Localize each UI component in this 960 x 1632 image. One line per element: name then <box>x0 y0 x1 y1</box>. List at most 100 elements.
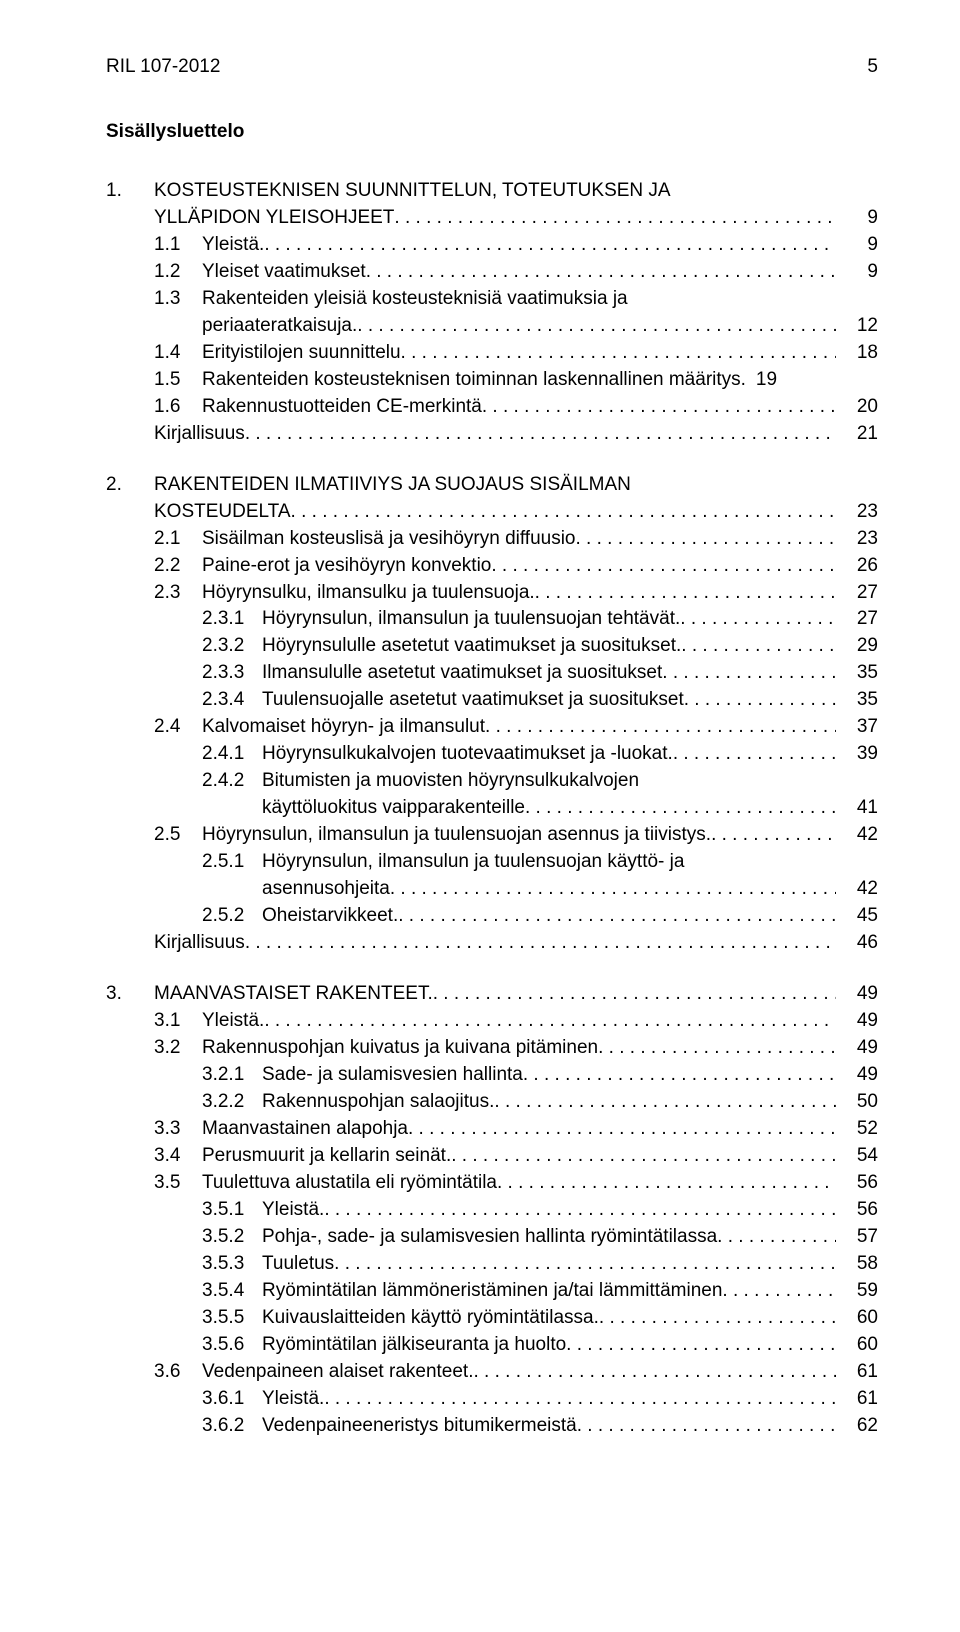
toc-leader <box>245 930 836 957</box>
toc-row: 1.5Rakenteiden kosteusteknisen toiminnan… <box>106 367 878 394</box>
toc-num: 2.4.2 <box>202 768 262 795</box>
toc-label: Rakenteiden yleisiä kosteusteknisiä vaat… <box>202 286 628 313</box>
toc-label: Tuuletus <box>262 1251 334 1278</box>
toc-leader <box>684 687 836 714</box>
toc-num: 1.3 <box>154 286 202 313</box>
toc-num: 3.6.2 <box>202 1413 262 1440</box>
toc-row: 3.5.1Yleistä.56 <box>106 1197 878 1224</box>
toc-row: 2.5Höyrynsulun, ilmansulun ja tuulensuoj… <box>106 822 878 849</box>
toc-row: 2.3.1Höyrynsulun, ilmansulun ja tuulensu… <box>106 606 878 633</box>
toc-leader <box>264 1008 836 1035</box>
toc-leader <box>482 394 836 421</box>
toc-leader <box>398 903 836 930</box>
toc-row: 3.5.4Ryömintätilan lämmöneristäminen ja/… <box>106 1278 878 1305</box>
page-header: RIL 107-2012 5 <box>106 54 878 81</box>
toc-num: 2. <box>106 472 154 499</box>
toc-leader <box>390 876 836 903</box>
toc-page: 61 <box>836 1386 878 1413</box>
toc-leader <box>576 526 837 553</box>
toc-num: 1.2 <box>154 259 202 286</box>
toc-row: 2.3.3Ilmansululle asetetut vaatimukset j… <box>106 660 878 687</box>
toc-num: 2.4.1 <box>202 741 262 768</box>
toc-label: Paine-erot ja vesihöyryn konvektio <box>202 553 491 580</box>
toc-page: 49 <box>836 1035 878 1062</box>
toc-row: 3.3Maanvastainen alapohja 52 <box>106 1116 878 1143</box>
toc-leader <box>722 1278 836 1305</box>
toc-gap <box>106 957 878 981</box>
toc-label: Vedenpaineen alaiset rakenteet. <box>202 1359 474 1386</box>
table-of-contents: 1.KOSTEUSTEKNISEN SUUNNITTELUN, TOTEUTUK… <box>106 178 878 1440</box>
toc-leader <box>497 1170 836 1197</box>
toc-row: 3.4Perusmuurit ja kellarin seinät.54 <box>106 1143 878 1170</box>
toc-label: periaateratkaisuja. <box>202 313 357 340</box>
toc-row: 2.3Höyrynsulku, ilmansulku ja tuulensuoj… <box>106 580 878 607</box>
toc-label: Maanvastainen alapohja <box>202 1116 408 1143</box>
toc-page: 35 <box>836 660 878 687</box>
toc-row: 2.2Paine-erot ja vesihöyryn konvektio26 <box>106 553 878 580</box>
toc-leader <box>673 741 836 768</box>
toc-label: Rakennuspohjan kuivatus ja kuivana pitäm… <box>202 1035 598 1062</box>
toc-page: 9 <box>836 205 878 232</box>
toc-leader <box>451 1143 836 1170</box>
toc-num: 3.1 <box>154 1008 202 1035</box>
toc-row: 3.5.6Ryömintätilan jälkiseuranta ja huol… <box>106 1332 878 1359</box>
toc-label: Ryömintätilan jälkiseuranta ja huolto <box>262 1332 566 1359</box>
toc-label: Ilmansululle asetetut vaatimukset ja suo… <box>262 660 662 687</box>
toc-page: 61 <box>836 1359 878 1386</box>
toc-row: periaateratkaisuja. 12 <box>106 313 878 340</box>
toc-page: 46 <box>836 930 878 957</box>
toc-page: 49 <box>836 981 878 1008</box>
toc-label: Bitumisten ja muovisten höyrynsulkukalvo… <box>262 768 639 795</box>
toc-num: 3.2.2 <box>202 1089 262 1116</box>
toc-page: 12 <box>836 313 878 340</box>
toc-page: 56 <box>836 1170 878 1197</box>
toc-row: 3.1Yleistä.49 <box>106 1008 878 1035</box>
toc-page: 27 <box>836 580 878 607</box>
toc-row: 2.5.1Höyrynsulun, ilmansulun ja tuulensu… <box>106 849 878 876</box>
toc-num: 3.3 <box>154 1116 202 1143</box>
toc-row: 1.4Erityistilojen suunnittelu18 <box>106 340 878 367</box>
toc-label: Yleistä. <box>262 1386 324 1413</box>
toc-page: 20 <box>836 394 878 421</box>
toc-leader <box>599 1305 836 1332</box>
toc-page: 35 <box>836 687 878 714</box>
toc-row: 1.6Rakennustuotteiden CE-merkintä20 <box>106 394 878 421</box>
toc-num: 2.3 <box>154 580 202 607</box>
toc-page: 41 <box>836 795 878 822</box>
toc-label: Vedenpaineeneristys bitumikermeistä <box>262 1413 577 1440</box>
toc-label: Erityistilojen suunnittelu <box>202 340 401 367</box>
toc-page: 9 <box>836 232 878 259</box>
toc-leader <box>523 1062 836 1089</box>
toc-num: 3.2 <box>154 1035 202 1062</box>
toc-num: 3.5.1 <box>202 1197 262 1224</box>
toc-label: Rakennustuotteiden CE-merkintä <box>202 394 482 421</box>
toc-num: 2.5 <box>154 822 202 849</box>
toc-leader <box>394 205 836 232</box>
toc-row: Kirjallisuus21 <box>106 421 878 448</box>
toc-leader <box>491 553 836 580</box>
toc-row: 3.6Vedenpaineen alaiset rakenteet. 61 <box>106 1359 878 1386</box>
toc-title: Sisällysluettelo <box>106 119 878 146</box>
toc-label: Sade- ja sulamisvesien hallinta <box>262 1062 523 1089</box>
toc-row: 3.2.2Rakennuspohjan salaojitus.50 <box>106 1089 878 1116</box>
toc-row: 3.6.2Vedenpaineeneristys bitumikermeistä… <box>106 1413 878 1440</box>
toc-label: Höyrynsulun, ilmansulun ja tuulensuojan … <box>262 606 680 633</box>
toc-label: Höyrynsulun, ilmansulun ja tuulensuojan … <box>262 849 684 876</box>
toc-leader <box>408 1116 836 1143</box>
toc-num: 2.3.3 <box>202 660 262 687</box>
toc-label: KOSTEUSTEKNISEN SUUNNITTELUN, TOTEUTUKSE… <box>154 178 671 205</box>
toc-leader <box>334 1251 836 1278</box>
toc-row: 3.5.5Kuivauslaitteiden käyttö ryömintäti… <box>106 1305 878 1332</box>
toc-page: 52 <box>836 1116 878 1143</box>
toc-row: 3.MAANVASTAISET RAKENTEET.49 <box>106 981 878 1008</box>
toc-page: 26 <box>836 553 878 580</box>
toc-leader <box>324 1386 836 1413</box>
toc-leader <box>711 822 836 849</box>
toc-row: 2.3.2Höyrynsululle asetetut vaatimukset … <box>106 633 878 660</box>
toc-row: 1.2Yleiset vaatimukset9 <box>106 259 878 286</box>
toc-num: 3.5.5 <box>202 1305 262 1332</box>
toc-page: 42 <box>836 876 878 903</box>
toc-num: 3.6 <box>154 1359 202 1386</box>
toc-label: Oheistarvikkeet. <box>262 903 398 930</box>
toc-leader <box>566 1332 836 1359</box>
